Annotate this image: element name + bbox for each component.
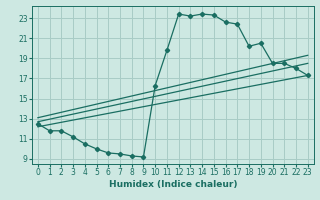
X-axis label: Humidex (Indice chaleur): Humidex (Indice chaleur)	[108, 180, 237, 189]
